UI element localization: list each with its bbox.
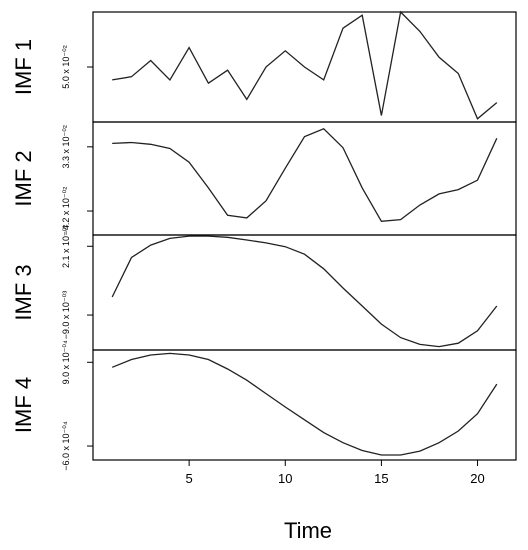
panel-label: IMF 4 — [11, 377, 36, 433]
panel-imf-3: IMF 3 2.1 x 10⁻⁰² −9.0 x 10⁻⁰³ — [11, 225, 517, 351]
series-line-imf-3 — [111, 235, 498, 348]
series-line-imf-4 — [111, 352, 498, 456]
x-tick-label: 15 — [374, 471, 388, 486]
x-axis: 5 10 15 20 — [186, 460, 485, 486]
x-axis-title: Time — [284, 518, 332, 543]
y-tick-label: 5.0 x 10⁻⁰² — [61, 45, 71, 88]
y-tick-label: 3.3 x 10⁻⁰² — [61, 125, 71, 168]
panel-label: IMF 2 — [11, 150, 36, 206]
panel-imf-2: IMF 2 3.3 x 10⁻⁰² −4.2 x 10⁻⁰² — [11, 121, 517, 236]
x-tick-label: 10 — [278, 471, 292, 486]
panel-imf-1: IMF 1 5.0 x 10⁻⁰² — [11, 10, 517, 123]
panel-frame — [92, 234, 517, 351]
y-tick-label: −6.0 x 10⁻⁰⁴ — [61, 421, 71, 471]
panel-label: IMF 3 — [11, 264, 36, 320]
series-line-imf-2 — [112, 128, 498, 222]
series-line-imf-1 — [112, 10, 498, 120]
panel-frame — [92, 349, 517, 461]
y-tick-label: −9.0 x 10⁻⁰³ — [61, 291, 71, 340]
panel-imf-4: IMF 4 9.0 x 10⁻⁰⁴ −6.0 x 10⁻⁰⁴ — [11, 340, 517, 471]
panel-label: IMF 1 — [11, 39, 36, 95]
y-tick-label: 9.0 x 10⁻⁰⁴ — [61, 340, 71, 384]
y-tick-label: 2.1 x 10⁻⁰² — [61, 225, 71, 268]
y-tick-label: −4.2 x 10⁻⁰² — [61, 187, 71, 236]
x-tick-label: 5 — [186, 471, 193, 486]
panel-frame — [92, 121, 517, 236]
panels-group: IMF 1 5.0 x 10⁻⁰² IMF 2 3.3 x 10⁻⁰² −4.2 x 1… — [11, 10, 517, 471]
x-tick-label: 20 — [470, 471, 484, 486]
